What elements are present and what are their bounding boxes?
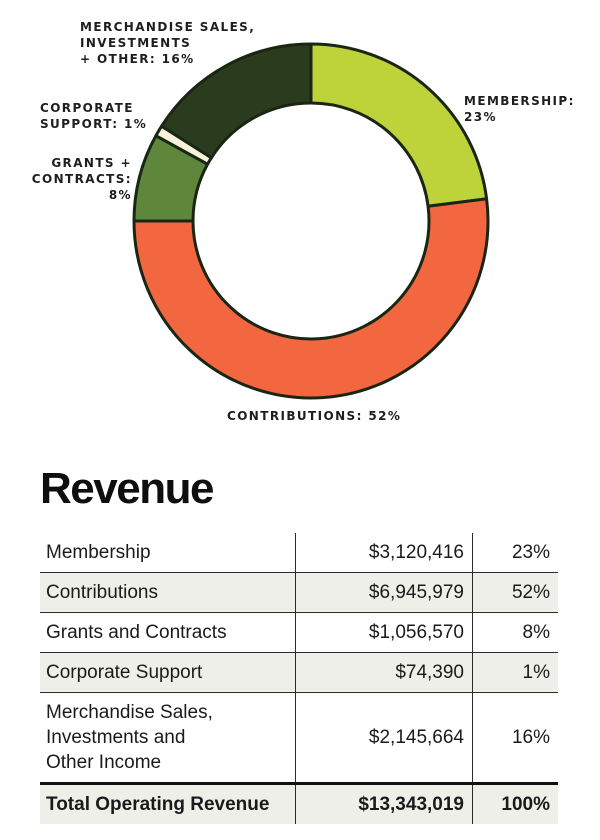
table-row: Contributions $6,945,979 52% bbox=[40, 572, 558, 613]
table-row: Membership $3,120,416 23% bbox=[40, 533, 558, 573]
label-corporate-support: CORPORATE SUPPORT: 1% bbox=[40, 101, 148, 131]
revenue-donut-chart bbox=[132, 42, 490, 400]
row-percent: 8% bbox=[472, 612, 558, 653]
row-name: Merchandise Sales, Investments and Other… bbox=[40, 692, 296, 784]
row-name: Grants and Contracts bbox=[40, 612, 296, 653]
label-merchandise-other: MERCHANDISE SALES, INVESTMENTS + OTHER: … bbox=[80, 20, 256, 66]
row-amount: $2,145,664 bbox=[295, 692, 473, 784]
table-row: Corporate Support $74,390 1% bbox=[40, 652, 558, 693]
total-percent: 100% bbox=[472, 782, 558, 824]
row-amount: $74,390 bbox=[295, 652, 473, 693]
label-contributions: CONTRIBUTIONS: 52% bbox=[227, 409, 402, 423]
donut-slices bbox=[132, 42, 490, 400]
row-amount: $6,945,979 bbox=[295, 572, 473, 613]
row-amount: $3,120,416 bbox=[295, 533, 473, 573]
row-percent: 16% bbox=[472, 692, 558, 784]
row-name: Membership bbox=[40, 533, 296, 573]
label-membership: MEMBERSHIP: 23% bbox=[464, 94, 575, 124]
table-row: Merchandise Sales, Investments and Other… bbox=[40, 692, 558, 784]
total-row: Total Operating Revenue $13,343,019 100% bbox=[40, 782, 558, 824]
revenue-table: Membership $3,120,416 23% Contributions … bbox=[40, 533, 558, 824]
row-name: Corporate Support bbox=[40, 652, 296, 693]
total-amount: $13,343,019 bbox=[295, 782, 473, 824]
row-amount: $1,056,570 bbox=[295, 612, 473, 653]
donut-slice-membership bbox=[309, 42, 489, 208]
row-percent: 52% bbox=[472, 572, 558, 613]
row-name: Contributions bbox=[40, 572, 296, 613]
donut-slice-contributions bbox=[132, 197, 490, 400]
total-name: Total Operating Revenue bbox=[40, 782, 296, 824]
label-grants-contracts: GRANTS + CONTRACTS: 8% bbox=[31, 156, 132, 202]
table-row: Grants and Contracts $1,056,570 8% bbox=[40, 612, 558, 653]
revenue-heading: Revenue bbox=[40, 464, 214, 513]
donut-slice-merchandise-sales-investments-other bbox=[160, 42, 313, 160]
row-percent: 23% bbox=[472, 533, 558, 573]
row-percent: 1% bbox=[472, 652, 558, 693]
